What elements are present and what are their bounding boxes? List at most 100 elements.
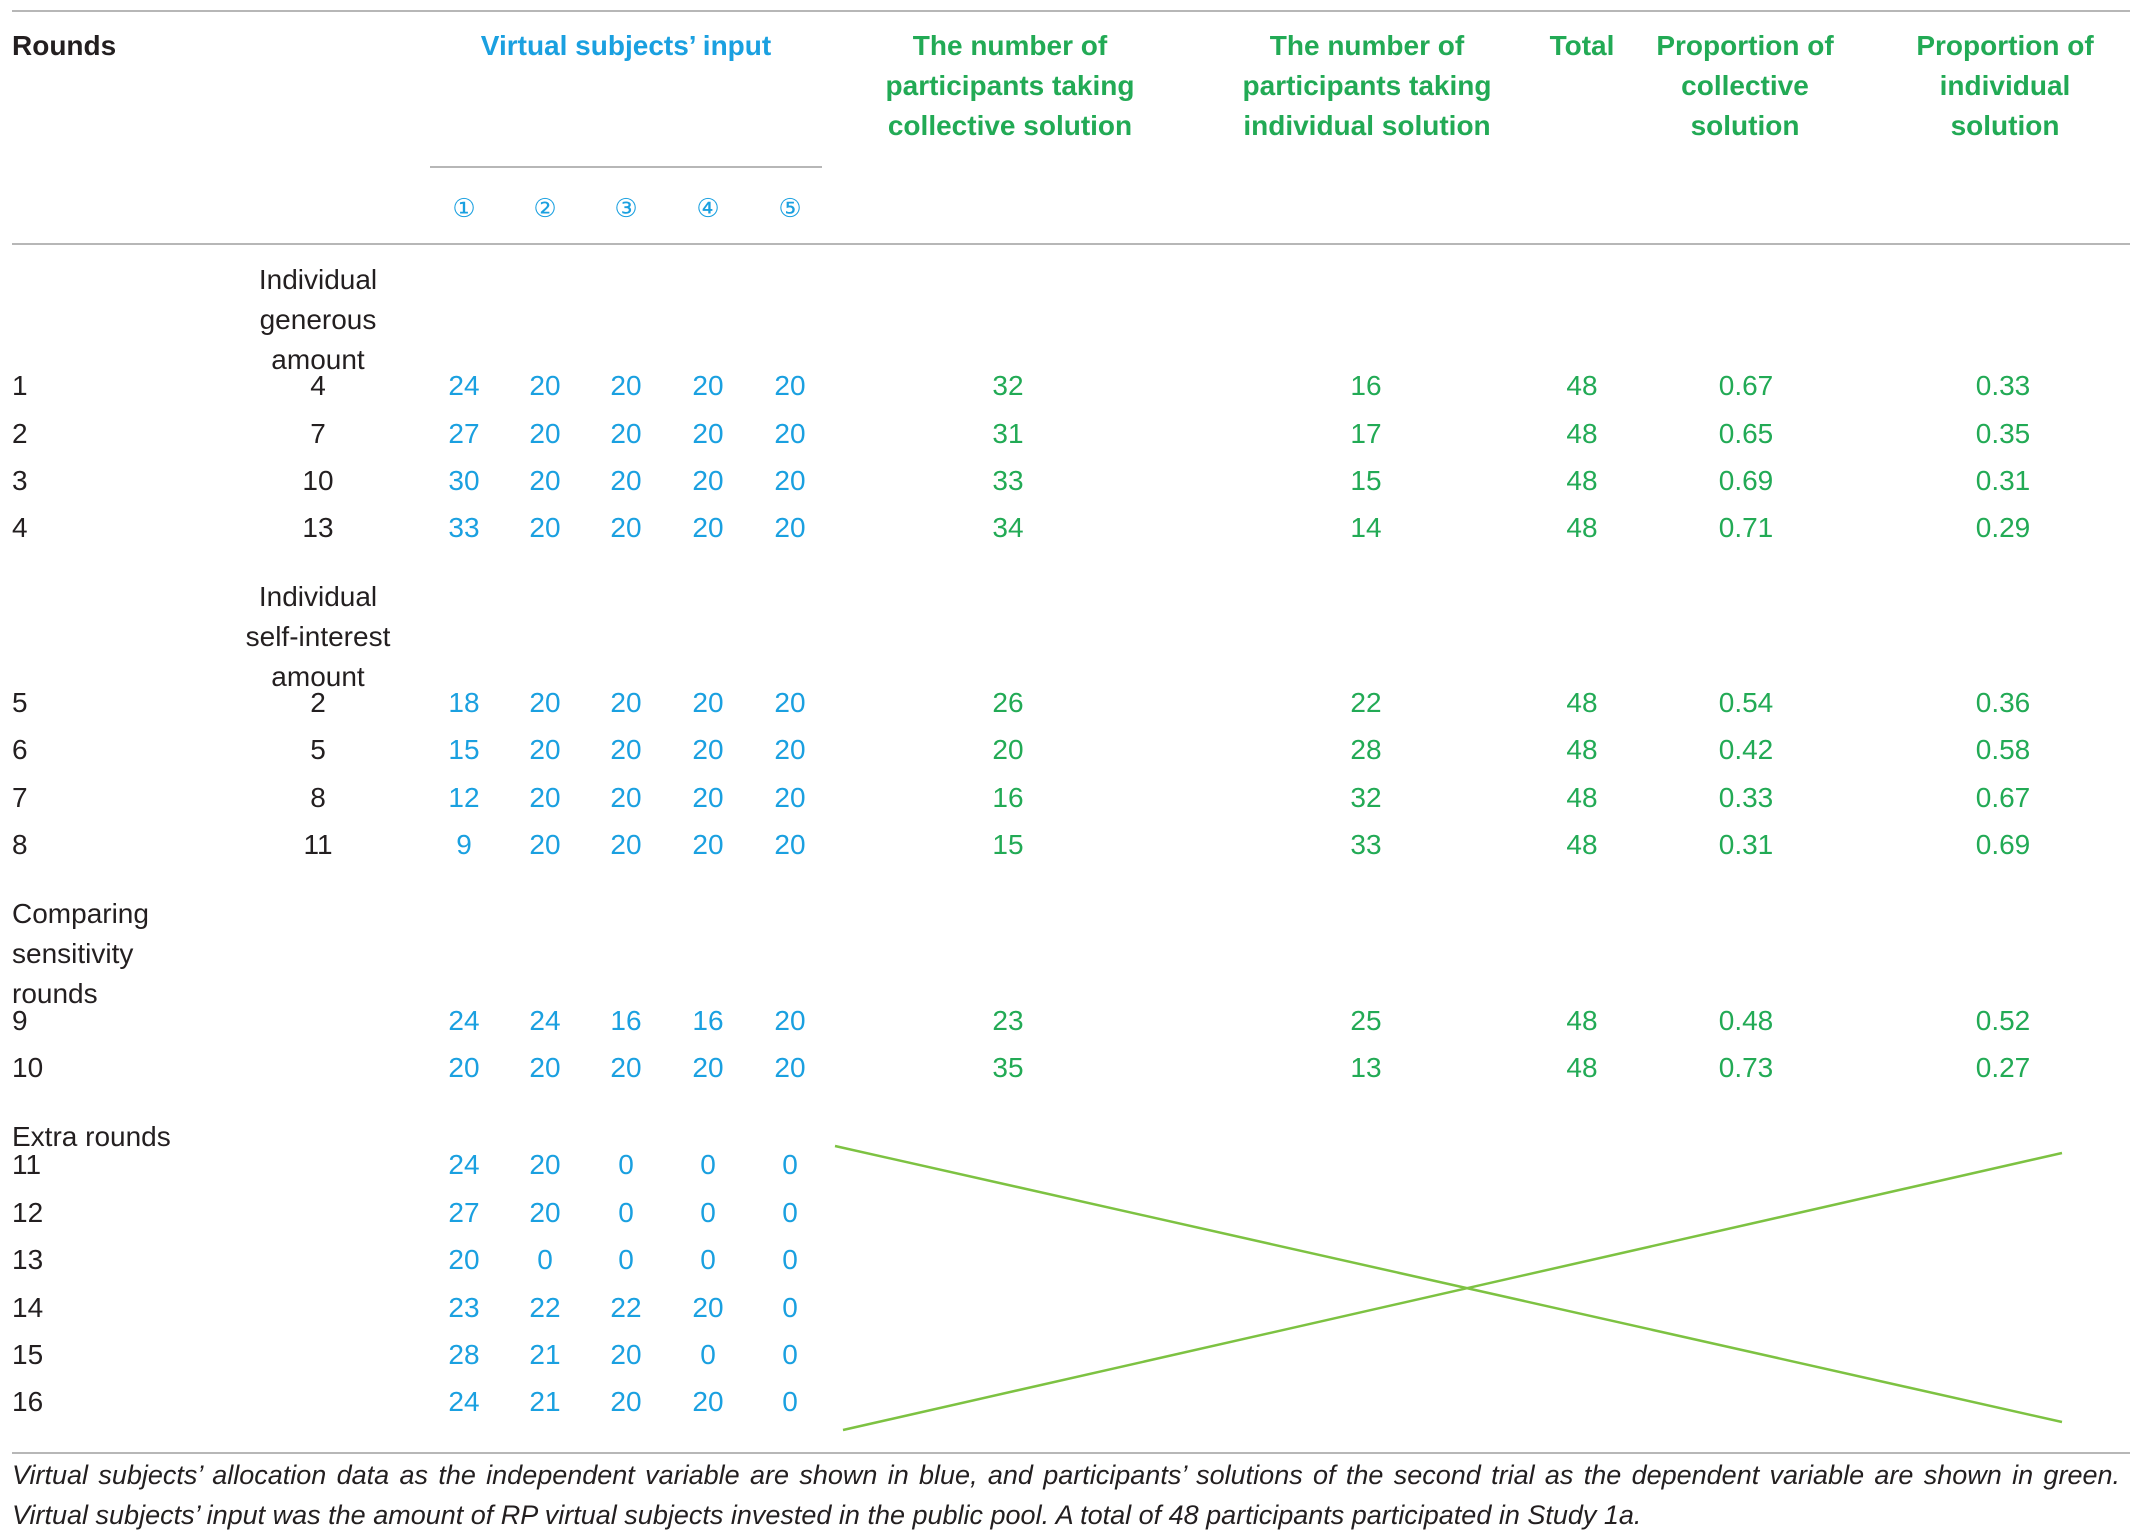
virtual-input-2: 21 (529, 1339, 561, 1370)
total-count: 48 (1566, 829, 1598, 860)
total-count: 48 (1566, 465, 1598, 496)
virtual-input-3: 20 (610, 465, 642, 496)
individual-proportion: 0.33 (1975, 370, 2031, 401)
virtual-input-1: 15 (448, 734, 480, 765)
virtual-input-5: 20 (774, 1005, 806, 1036)
collective-count: 34 (992, 512, 1024, 543)
virtual-input-1: 18 (448, 687, 480, 718)
virtual-input-3: 0 (618, 1244, 634, 1275)
total-count: 48 (1566, 370, 1598, 401)
virtual-input-3: 20 (610, 1052, 642, 1083)
total-count: 48 (1566, 1052, 1598, 1083)
virtual-input-1: 24 (448, 1005, 480, 1036)
table-caption: Virtual subjects’ allocation data as the… (12, 1460, 2120, 1530)
round-number: 7 (12, 782, 28, 813)
virtual-input-5: 0 (782, 1292, 798, 1323)
header-rounds: Rounds (12, 30, 117, 61)
virtual-input-2: 20 (529, 782, 561, 813)
total-count: 48 (1566, 734, 1598, 765)
virtual-input-5: 20 (774, 1052, 806, 1083)
virtual-input-4: 20 (692, 370, 724, 401)
round-number: 4 (12, 512, 28, 543)
round-number: 6 (12, 734, 28, 765)
round-number: 14 (12, 1292, 44, 1323)
virtual-input-5: 20 (774, 687, 806, 718)
virtual-input-5: 0 (782, 1197, 798, 1228)
virtual-input-1: 27 (448, 1197, 480, 1228)
virtual-input-4: 20 (692, 1386, 724, 1417)
collective-count: 23 (992, 1005, 1024, 1036)
subheader-rule (430, 166, 822, 168)
virtual-input-2: 20 (529, 1052, 561, 1083)
collective-proportion: 0.71 (1718, 512, 1774, 543)
virtual-input-4: 20 (692, 734, 724, 765)
individual-proportion: 0.35 (1975, 418, 2031, 449)
individual-count: 13 (1350, 1052, 1382, 1083)
virtual-input-1: 9 (456, 829, 472, 860)
section-label-self-interest: Individual self-interest amount (245, 581, 391, 692)
round-number: 16 (12, 1386, 44, 1417)
header-bottom-rule (12, 243, 2130, 245)
individual-count: 14 (1350, 512, 1382, 543)
condition-amount: 4 (310, 370, 326, 401)
individual-count: 17 (1350, 418, 1382, 449)
virtual-input-5: 0 (782, 1149, 798, 1180)
virtual-input-5: 20 (774, 734, 806, 765)
section-label-generous: Individual generous amount (258, 264, 378, 375)
individual-count: 16 (1350, 370, 1382, 401)
virtual-input-4: 20 (692, 512, 724, 543)
virtual-input-3: 20 (610, 370, 642, 401)
virtual-input-4: 16 (692, 1005, 724, 1036)
virtual-input-1: 24 (448, 1386, 480, 1417)
virtual-input-5: 20 (774, 829, 806, 860)
virtual-input-5: 20 (774, 418, 806, 449)
individual-proportion: 0.31 (1975, 465, 2031, 496)
individual-proportion: 0.52 (1975, 1005, 2031, 1036)
condition-amount: 11 (303, 829, 333, 860)
virtual-input-4: 0 (700, 1339, 716, 1370)
virtual-input-3: 0 (618, 1197, 634, 1228)
round-number: 8 (12, 829, 28, 860)
virtual-input-2: 20 (529, 829, 561, 860)
round-number: 15 (12, 1339, 44, 1370)
total-count: 48 (1566, 782, 1598, 813)
collective-count: 33 (992, 465, 1024, 496)
round-number: 11 (12, 1149, 42, 1180)
virtual-input-2: 20 (529, 687, 561, 718)
virtual-input-2: 22 (529, 1292, 561, 1323)
header-total: Total (1549, 30, 1615, 61)
table-bottom-rule (12, 1452, 2130, 1454)
virtual-input-3: 20 (610, 512, 642, 543)
collective-proportion: 0.54 (1718, 687, 1774, 718)
round-number: 9 (12, 1005, 28, 1036)
virtual-input-3: 16 (610, 1005, 642, 1036)
cross-line-up (842, 1151, 2063, 1432)
collective-count: 16 (992, 782, 1024, 813)
virtual-input-5: 0 (782, 1244, 798, 1275)
virtual-input-2: 0 (537, 1244, 553, 1275)
individual-proportion: 0.29 (1975, 512, 2031, 543)
virtual-input-4: 0 (700, 1244, 716, 1275)
condition-amount: 5 (310, 734, 326, 765)
virtual-input-4: 0 (700, 1197, 716, 1228)
cross-line-down (834, 1144, 2063, 1424)
top-rule (12, 10, 2130, 12)
virtual-input-4: 20 (692, 1052, 724, 1083)
virtual-input-3: 0 (618, 1149, 634, 1180)
condition-amount: 10 (302, 465, 334, 496)
collective-count: 32 (992, 370, 1024, 401)
subject-label-4: ④ (696, 193, 720, 223)
virtual-input-5: 20 (774, 512, 806, 543)
virtual-input-5: 0 (782, 1339, 798, 1370)
virtual-input-2: 20 (529, 734, 561, 765)
virtual-input-1: 24 (448, 1149, 480, 1180)
collective-count: 35 (992, 1052, 1024, 1083)
virtual-input-1: 30 (448, 465, 480, 496)
collective-count: 15 (992, 829, 1024, 860)
virtual-input-4: 20 (692, 782, 724, 813)
subject-label-3: ③ (614, 193, 638, 223)
virtual-input-1: 24 (448, 370, 480, 401)
virtual-input-2: 24 (529, 1005, 561, 1036)
individual-count: 22 (1350, 687, 1382, 718)
